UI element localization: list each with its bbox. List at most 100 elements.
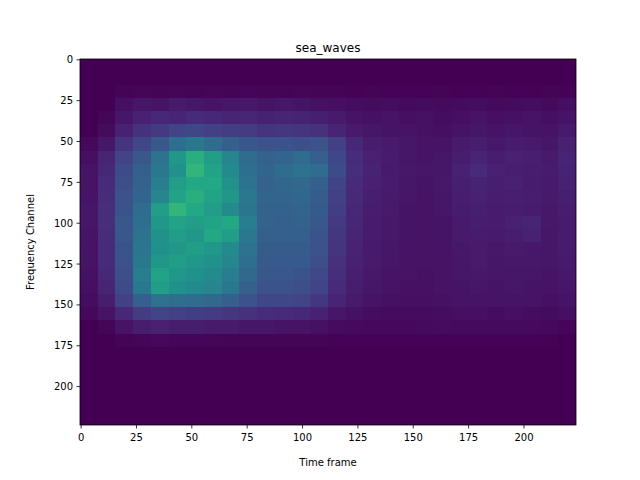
heatmap-cell bbox=[558, 360, 576, 374]
heatmap-cell bbox=[523, 347, 541, 361]
heatmap-cell bbox=[186, 399, 204, 413]
heatmap-cell bbox=[310, 268, 328, 282]
heatmap-cell bbox=[417, 190, 435, 204]
y-tick bbox=[77, 386, 81, 387]
heatmap-cell bbox=[487, 294, 505, 308]
heatmap-cell bbox=[80, 255, 98, 269]
y-tick bbox=[77, 182, 81, 183]
y-tick bbox=[77, 264, 81, 265]
heatmap-cell bbox=[346, 255, 364, 269]
heatmap-cell bbox=[239, 255, 257, 269]
heatmap-cell bbox=[186, 85, 204, 99]
heatmap-cell bbox=[363, 177, 381, 191]
heatmap-cell bbox=[381, 137, 399, 151]
heatmap-cell bbox=[487, 242, 505, 256]
heatmap-cell bbox=[328, 281, 346, 295]
heatmap-cell bbox=[151, 98, 169, 112]
heatmap-cell bbox=[169, 386, 187, 400]
heatmap-cell bbox=[487, 373, 505, 387]
heatmap-cell bbox=[470, 360, 488, 374]
heatmap-cell bbox=[505, 255, 523, 269]
heatmap-cell bbox=[275, 373, 293, 387]
heatmap-cell bbox=[434, 190, 452, 204]
heatmap-cell bbox=[151, 164, 169, 178]
heatmap-cell bbox=[470, 72, 488, 86]
heatmap-cell bbox=[558, 229, 576, 243]
heatmap-cell bbox=[151, 177, 169, 191]
heatmap-cell bbox=[381, 281, 399, 295]
heatmap-cell bbox=[399, 412, 417, 425]
heatmap-cell bbox=[363, 281, 381, 295]
heatmap-cell bbox=[558, 164, 576, 178]
heatmap-cell bbox=[310, 373, 328, 387]
heatmap-cell bbox=[558, 255, 576, 269]
heatmap-cell bbox=[523, 334, 541, 348]
heatmap-cell bbox=[222, 151, 240, 165]
heatmap-cell bbox=[541, 216, 559, 230]
heatmap-cell bbox=[133, 242, 151, 256]
heatmap-cell bbox=[363, 137, 381, 151]
heatmap-cell bbox=[399, 268, 417, 282]
heatmap-cell bbox=[275, 268, 293, 282]
heatmap-cell bbox=[470, 98, 488, 112]
heatmap-cell bbox=[98, 151, 116, 165]
heatmap-cell bbox=[346, 59, 364, 73]
heatmap-cell bbox=[169, 59, 187, 73]
heatmap-cell bbox=[310, 124, 328, 138]
heatmap-cell bbox=[98, 294, 116, 308]
heatmap-cell bbox=[541, 268, 559, 282]
heatmap-cell bbox=[452, 203, 470, 217]
heatmap-cell bbox=[239, 72, 257, 86]
heatmap-cell bbox=[470, 229, 488, 243]
heatmap-cell bbox=[222, 216, 240, 230]
heatmap-cell bbox=[487, 399, 505, 413]
heatmap-cell bbox=[346, 190, 364, 204]
heatmap-cell bbox=[239, 124, 257, 138]
heatmap-cell bbox=[541, 347, 559, 361]
heatmap-cell bbox=[169, 177, 187, 191]
x-tick-label: 125 bbox=[348, 432, 367, 443]
heatmap-cell bbox=[399, 320, 417, 334]
heatmap-cell bbox=[310, 151, 328, 165]
heatmap-cell bbox=[239, 59, 257, 73]
heatmap-cell bbox=[80, 320, 98, 334]
heatmap-cell bbox=[133, 373, 151, 387]
heatmap-cells bbox=[80, 59, 576, 425]
heatmap-cell bbox=[80, 294, 98, 308]
heatmap-cell bbox=[257, 255, 275, 269]
heatmap-cell bbox=[452, 268, 470, 282]
x-tick-label: 75 bbox=[241, 432, 254, 443]
heatmap-cell bbox=[169, 373, 187, 387]
heatmap-cell bbox=[470, 399, 488, 413]
heatmap-cell bbox=[222, 242, 240, 256]
heatmap-cell bbox=[434, 85, 452, 99]
heatmap-cell bbox=[505, 386, 523, 400]
heatmap-cell bbox=[222, 412, 240, 425]
heatmap-cell bbox=[293, 347, 311, 361]
heatmap-cell bbox=[505, 59, 523, 73]
heatmap-cell bbox=[417, 216, 435, 230]
plot-frame bbox=[80, 59, 576, 425]
heatmap-cell bbox=[222, 164, 240, 178]
heatmap-cell bbox=[399, 124, 417, 138]
heatmap-cell bbox=[328, 242, 346, 256]
heatmap-cell bbox=[293, 59, 311, 73]
heatmap-cell bbox=[328, 360, 346, 374]
heatmap-cell bbox=[310, 307, 328, 321]
heatmap-cell bbox=[151, 229, 169, 243]
heatmap-cell bbox=[541, 242, 559, 256]
heatmap-cell bbox=[115, 360, 133, 374]
heatmap-cell bbox=[470, 347, 488, 361]
heatmap-cell bbox=[151, 203, 169, 217]
heatmap-cell bbox=[115, 294, 133, 308]
heatmap-cell bbox=[346, 124, 364, 138]
heatmap-cell bbox=[363, 59, 381, 73]
heatmap-cell bbox=[417, 229, 435, 243]
heatmap-cell bbox=[470, 255, 488, 269]
heatmap-cell bbox=[505, 190, 523, 204]
heatmap-cell bbox=[151, 268, 169, 282]
heatmap-cell bbox=[381, 320, 399, 334]
heatmap-cell bbox=[434, 347, 452, 361]
heatmap-cell bbox=[381, 347, 399, 361]
heatmap-cell bbox=[186, 164, 204, 178]
